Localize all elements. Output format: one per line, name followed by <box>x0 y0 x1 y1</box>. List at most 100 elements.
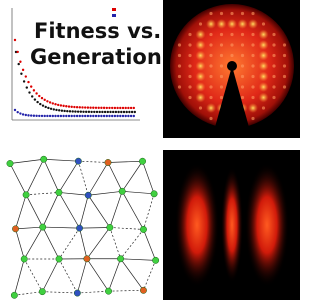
plot-dot <box>105 114 109 118</box>
edge <box>78 160 108 163</box>
plot-dot <box>24 113 27 117</box>
node <box>55 189 63 196</box>
edge <box>79 228 88 259</box>
node <box>74 157 82 165</box>
spot <box>237 19 248 29</box>
node <box>12 225 19 233</box>
edge <box>87 195 111 228</box>
plot-dot <box>35 114 38 118</box>
spot <box>209 116 213 121</box>
plot-dot <box>92 106 95 109</box>
spot <box>272 53 276 58</box>
edge <box>108 258 121 292</box>
plot-dot <box>16 50 19 54</box>
node <box>105 287 112 295</box>
spot <box>258 50 269 61</box>
plot-dot <box>119 106 122 110</box>
plot-dot <box>20 72 23 75</box>
lobe <box>221 167 243 283</box>
spot <box>248 19 258 29</box>
plot-dot <box>27 80 30 84</box>
spot <box>177 85 182 89</box>
spot <box>177 74 182 79</box>
edge <box>58 161 79 193</box>
plot-dot <box>63 109 66 113</box>
spot <box>251 53 255 58</box>
spot <box>219 11 224 16</box>
plot-dot <box>122 110 126 114</box>
plot-dot <box>57 103 60 107</box>
spot <box>209 74 213 79</box>
edge <box>77 290 109 294</box>
plot-dot <box>90 110 93 114</box>
node <box>6 160 14 167</box>
spot <box>251 74 255 79</box>
plot-dot <box>94 114 98 118</box>
spot <box>258 61 269 71</box>
plot-dot <box>109 110 112 114</box>
node <box>83 255 91 263</box>
edge <box>109 191 123 228</box>
spot <box>230 11 234 16</box>
plot-dot <box>127 106 130 110</box>
plot-dot <box>116 114 119 118</box>
plot-dot <box>116 106 119 110</box>
plot-dot <box>101 110 104 114</box>
edge <box>142 161 155 194</box>
plot-dot <box>21 68 25 72</box>
plot-dot <box>55 108 58 112</box>
plot-dot <box>106 110 110 114</box>
plot-dot <box>65 114 68 118</box>
spot <box>282 43 287 47</box>
plot-dot <box>51 102 54 105</box>
plot-dot <box>36 100 39 104</box>
edge <box>88 190 123 196</box>
spot <box>230 53 234 58</box>
spot <box>188 85 192 89</box>
edge <box>26 192 59 196</box>
spot <box>219 53 224 58</box>
spot <box>209 95 213 100</box>
spot <box>258 71 269 82</box>
plot-dot <box>28 91 31 94</box>
spot <box>219 85 224 89</box>
spot <box>206 103 216 113</box>
spot <box>261 22 266 26</box>
edge <box>23 226 44 260</box>
plot-dot <box>46 114 49 118</box>
plot-dot <box>97 106 100 110</box>
plot-dot <box>51 114 54 118</box>
edge <box>77 258 88 294</box>
plot-dot <box>47 106 50 110</box>
edge <box>42 291 78 294</box>
spot <box>282 64 287 68</box>
plot-dot <box>129 106 133 110</box>
edge <box>42 192 60 228</box>
plot-dot <box>86 106 90 109</box>
plot-dot <box>48 114 52 118</box>
spot <box>195 61 206 71</box>
plot-dot <box>31 95 34 98</box>
plot-dot <box>17 62 20 66</box>
spot <box>219 43 224 47</box>
edge <box>79 227 110 229</box>
node <box>39 223 47 231</box>
edge <box>107 160 143 163</box>
plot-dot <box>108 114 111 118</box>
plot-dot <box>121 114 125 118</box>
plot-dot <box>92 114 95 118</box>
plot-dot <box>46 100 49 103</box>
plot-dot <box>57 114 60 118</box>
edge <box>14 291 43 296</box>
plot-dot <box>97 114 100 118</box>
spot <box>188 43 192 47</box>
spot <box>195 82 206 92</box>
disk-panel <box>163 0 300 138</box>
spot <box>230 32 234 37</box>
edge <box>87 162 109 196</box>
plot-dot <box>35 92 38 95</box>
plot-dot <box>71 110 74 113</box>
node <box>55 255 63 263</box>
spots <box>177 11 287 121</box>
plot-dot <box>119 114 122 118</box>
